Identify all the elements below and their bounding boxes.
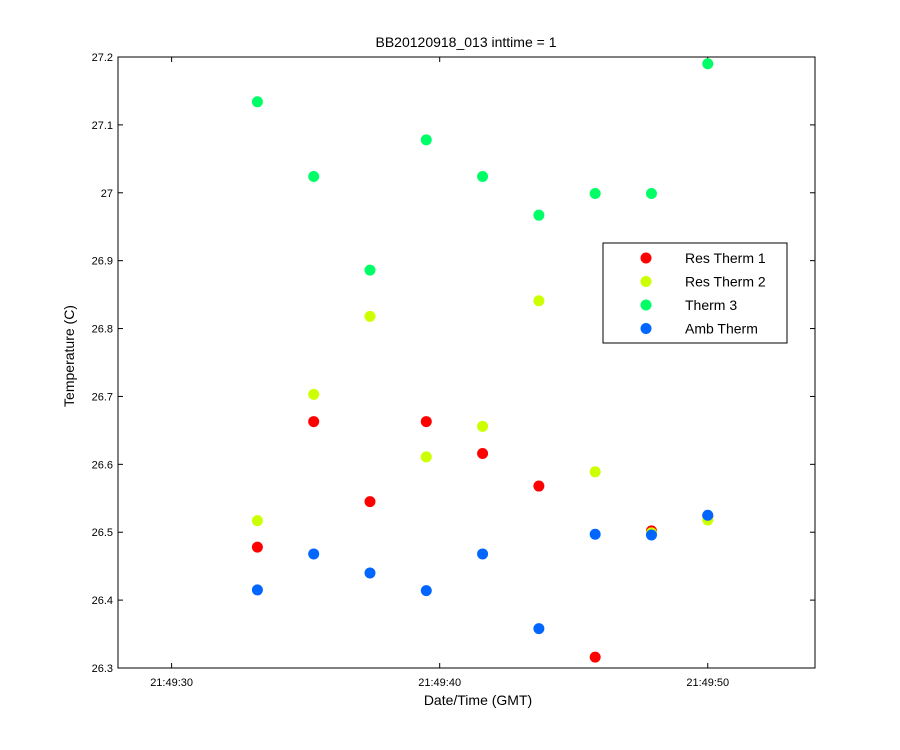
data-point xyxy=(364,264,376,276)
data-point xyxy=(533,209,545,221)
data-point xyxy=(308,388,320,400)
data-point xyxy=(477,548,489,560)
data-point xyxy=(477,170,489,182)
data-point xyxy=(364,310,376,322)
data-points xyxy=(251,58,714,663)
legend-label: Therm 3 xyxy=(685,297,737,313)
y-tick-label: 27.1 xyxy=(92,120,113,132)
y-tick-label: 27 xyxy=(101,188,113,200)
data-point xyxy=(251,515,263,527)
data-point xyxy=(477,420,489,432)
data-point xyxy=(645,529,657,541)
data-point xyxy=(477,447,489,459)
legend-label: Res Therm 1 xyxy=(685,250,766,266)
y-tick-label: 26.4 xyxy=(92,595,113,607)
data-point xyxy=(420,416,432,428)
data-point xyxy=(308,170,320,182)
x-axis-title: Date/Time (GMT) xyxy=(424,692,532,708)
data-point xyxy=(308,548,320,560)
data-point xyxy=(589,187,601,199)
y-tick-label: 26.6 xyxy=(92,459,113,471)
data-point xyxy=(533,295,545,307)
data-point xyxy=(251,584,263,596)
y-tick-label: 26.7 xyxy=(92,391,113,403)
data-point xyxy=(420,585,432,597)
data-point xyxy=(308,416,320,428)
data-point xyxy=(251,541,263,553)
legend-label: Res Therm 2 xyxy=(685,274,766,290)
chart-title: BB20120918_013 inttime = 1 xyxy=(376,34,557,50)
data-point xyxy=(420,134,432,146)
x-tick-label: 21:49:40 xyxy=(418,677,461,689)
y-tick-label: 26.9 xyxy=(92,256,113,268)
y-axis-title: Temperature (C) xyxy=(61,305,77,407)
data-point xyxy=(702,58,714,70)
x-tick-label: 21:49:30 xyxy=(150,677,193,689)
data-point xyxy=(533,623,545,635)
data-point xyxy=(645,187,657,199)
y-axis: 26.3 26.4 26.5 26.6 26.7 26.8 26.9 27 27.1 27.2 xyxy=(92,52,815,675)
legend-marker xyxy=(640,276,652,287)
plot-area xyxy=(117,56,816,669)
data-point xyxy=(589,528,601,540)
y-tick-label: 26.5 xyxy=(92,527,113,539)
data-point xyxy=(251,96,263,108)
x-axis: 21:49:30 21:49:40 21:49:50 xyxy=(150,57,729,689)
x-tick-label: 21:49:50 xyxy=(686,677,729,689)
legend-marker xyxy=(640,299,652,311)
y-tick-label: 26.3 xyxy=(92,663,113,675)
legend-marker xyxy=(640,252,652,264)
data-point xyxy=(420,451,432,463)
legend: Res Therm 1 Res Therm 2 Therm 3 Amb Therm xyxy=(602,242,788,344)
data-point xyxy=(589,651,601,663)
legend-marker xyxy=(640,323,652,334)
y-tick-label: 26.8 xyxy=(92,324,113,336)
legend-box xyxy=(602,242,788,344)
data-point xyxy=(533,480,545,492)
data-point xyxy=(364,567,376,579)
data-point xyxy=(589,466,601,478)
legend-label: Amb Therm xyxy=(685,321,758,337)
data-point xyxy=(702,509,714,521)
y-tick-label: 27.2 xyxy=(92,52,113,64)
data-point xyxy=(364,496,376,508)
